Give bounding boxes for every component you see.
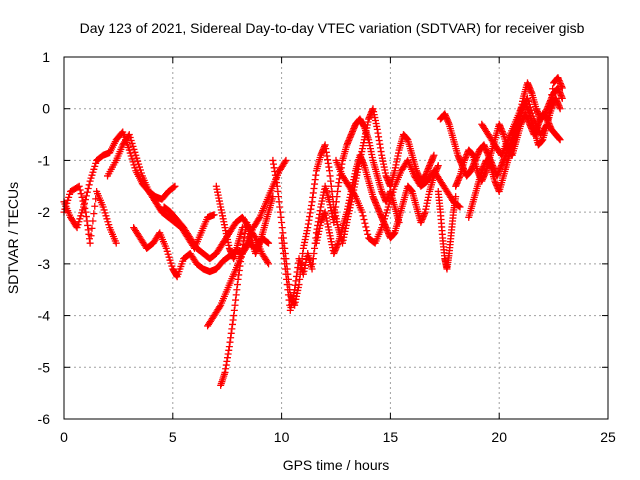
data-point bbox=[430, 151, 438, 159]
axis-tick-labels: 0 5 10 15 20 25 -6 -5 -4 -3 -2 -1 0 1 bbox=[38, 49, 616, 445]
data-point bbox=[171, 182, 179, 190]
data-point bbox=[359, 212, 367, 220]
y-axis-title: SDTVAR / TECUs bbox=[5, 182, 21, 294]
y-tick-label: -3 bbox=[38, 256, 51, 272]
data-point bbox=[216, 303, 224, 311]
data-point bbox=[87, 232, 95, 240]
data-point bbox=[548, 91, 556, 99]
x-axis-title: GPS time / hours bbox=[283, 457, 390, 473]
y-tick-label: -2 bbox=[38, 204, 51, 220]
data-point bbox=[89, 217, 97, 225]
data-point bbox=[90, 210, 98, 218]
data-point bbox=[455, 202, 463, 210]
chart-title: Day 123 of 2021, Sidereal Day-to-day VTE… bbox=[80, 20, 585, 36]
data-point bbox=[91, 202, 99, 210]
data-point bbox=[85, 181, 93, 189]
data-point bbox=[544, 114, 552, 122]
data-point bbox=[547, 97, 555, 105]
plot-frame bbox=[63, 56, 609, 420]
series-track-13 bbox=[434, 187, 460, 273]
data-point bbox=[255, 215, 263, 223]
data-point bbox=[265, 260, 273, 268]
data-point bbox=[77, 190, 85, 198]
y-tick-label: -4 bbox=[38, 308, 51, 324]
data-point bbox=[265, 239, 273, 247]
series-track-2 bbox=[60, 182, 120, 247]
data-point bbox=[363, 227, 371, 235]
data-point bbox=[351, 191, 359, 199]
data-point bbox=[264, 238, 272, 246]
data-point bbox=[80, 201, 88, 209]
data-point bbox=[282, 156, 290, 164]
series-track-1 bbox=[60, 128, 179, 232]
data-point bbox=[238, 224, 246, 232]
y-tick-label: 1 bbox=[42, 49, 50, 65]
data-point bbox=[452, 193, 460, 201]
data-point bbox=[556, 105, 564, 113]
data-point bbox=[84, 185, 92, 193]
series-track-7 bbox=[217, 193, 277, 389]
series-track-12 bbox=[332, 156, 464, 247]
data-point bbox=[434, 162, 442, 170]
data-point bbox=[558, 94, 566, 102]
data-point bbox=[75, 182, 83, 190]
series-track-10 bbox=[278, 115, 403, 314]
data-point bbox=[76, 186, 84, 194]
data-point bbox=[83, 188, 91, 196]
data-point bbox=[78, 193, 86, 201]
data-point bbox=[210, 211, 218, 219]
data-point bbox=[86, 239, 94, 247]
x-tick-label: 15 bbox=[383, 429, 399, 445]
data-point bbox=[556, 136, 564, 144]
y-tick-label: 0 bbox=[42, 101, 50, 117]
data-point bbox=[264, 258, 272, 266]
data-point bbox=[88, 224, 96, 232]
data-point bbox=[549, 85, 557, 93]
data-point bbox=[543, 120, 551, 128]
data-point bbox=[545, 108, 553, 116]
x-tick-label: 25 bbox=[600, 429, 616, 445]
y-tick-label: -1 bbox=[38, 152, 51, 168]
x-tick-label: 5 bbox=[169, 429, 177, 445]
data-point bbox=[364, 230, 372, 238]
data-point bbox=[82, 192, 90, 200]
x-tick-label: 20 bbox=[491, 429, 507, 445]
data-point bbox=[360, 216, 368, 224]
series-track-11 bbox=[312, 151, 442, 258]
data-point bbox=[112, 239, 120, 247]
x-tick-label: 0 bbox=[60, 429, 68, 445]
data-points bbox=[60, 74, 566, 389]
data-point bbox=[170, 183, 178, 191]
series-track-17 bbox=[478, 74, 566, 159]
y-tick-label: -5 bbox=[38, 359, 51, 375]
data-point bbox=[281, 158, 289, 166]
data-point bbox=[546, 102, 554, 110]
series-track-5 bbox=[160, 203, 273, 268]
data-point bbox=[558, 84, 566, 92]
data-point bbox=[542, 122, 550, 130]
data-point bbox=[362, 223, 370, 231]
data-point bbox=[358, 208, 366, 216]
y-tick-label: -6 bbox=[38, 411, 51, 427]
data-point bbox=[81, 204, 89, 212]
data-point bbox=[79, 197, 87, 205]
data-point bbox=[361, 219, 369, 227]
series-track-8 bbox=[212, 182, 246, 263]
data-point bbox=[456, 203, 464, 211]
x-tick-label: 10 bbox=[274, 429, 290, 445]
